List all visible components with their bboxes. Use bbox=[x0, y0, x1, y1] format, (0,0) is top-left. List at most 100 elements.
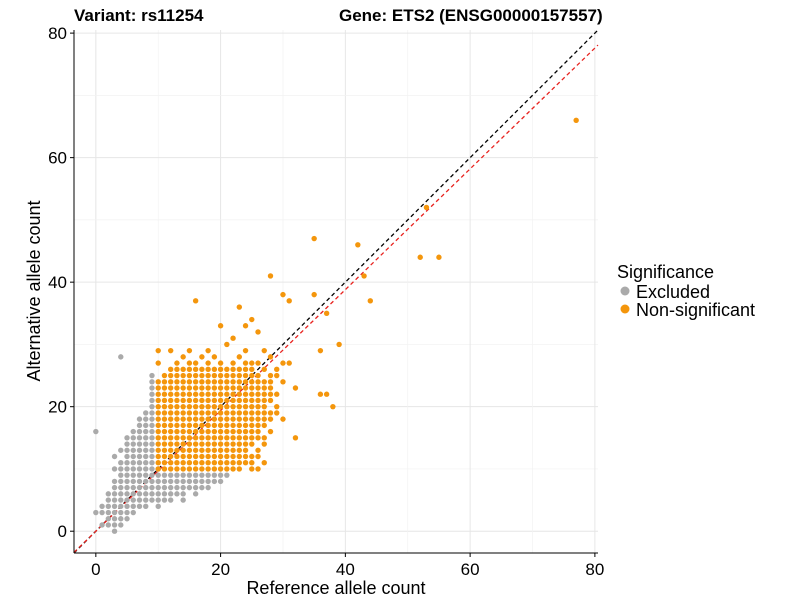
point-non-significant bbox=[242, 397, 249, 404]
point-non-significant bbox=[211, 379, 218, 385]
point-non-significant bbox=[217, 410, 224, 416]
point-excluded bbox=[130, 478, 136, 485]
point-non-significant bbox=[423, 204, 430, 211]
point-non-significant bbox=[249, 397, 255, 404]
point-non-significant bbox=[217, 422, 224, 429]
point-non-significant bbox=[224, 422, 230, 429]
point-non-significant bbox=[199, 403, 205, 410]
point-excluded bbox=[136, 422, 143, 429]
point-non-significant bbox=[224, 403, 230, 410]
point-excluded bbox=[149, 403, 155, 410]
point-non-significant bbox=[155, 460, 161, 466]
point-excluded bbox=[149, 372, 155, 379]
point-non-significant bbox=[249, 466, 255, 472]
point-excluded bbox=[130, 484, 136, 491]
point-non-significant bbox=[161, 460, 168, 466]
point-non-significant bbox=[230, 379, 236, 385]
point-non-significant bbox=[274, 403, 280, 410]
point-excluded bbox=[124, 472, 130, 478]
point-non-significant bbox=[192, 466, 199, 472]
point-excluded bbox=[192, 484, 199, 491]
reference-lines bbox=[73, 29, 599, 554]
point-non-significant bbox=[199, 391, 205, 397]
point-excluded bbox=[118, 491, 124, 497]
point-non-significant bbox=[255, 397, 261, 404]
point-non-significant bbox=[186, 416, 193, 422]
point-excluded bbox=[111, 528, 118, 534]
point-non-significant bbox=[205, 366, 211, 373]
point-non-significant bbox=[286, 360, 292, 366]
point-excluded bbox=[130, 441, 136, 447]
point-non-significant bbox=[323, 391, 330, 397]
point-excluded bbox=[111, 491, 118, 497]
point-non-significant bbox=[199, 397, 205, 404]
point-non-significant bbox=[155, 453, 161, 460]
point-excluded bbox=[149, 447, 155, 453]
point-non-significant bbox=[180, 403, 186, 410]
point-excluded bbox=[136, 466, 143, 472]
point-non-significant bbox=[230, 410, 236, 416]
point-non-significant bbox=[186, 410, 193, 416]
point-non-significant bbox=[155, 385, 161, 391]
point-non-significant bbox=[211, 447, 218, 453]
point-non-significant bbox=[236, 466, 243, 472]
chart-title-left: Variant: rs11254 bbox=[74, 6, 204, 25]
point-non-significant bbox=[180, 354, 186, 360]
point-non-significant bbox=[180, 422, 186, 429]
point-non-significant bbox=[180, 453, 186, 460]
point-non-significant bbox=[255, 403, 261, 410]
point-non-significant bbox=[180, 441, 186, 447]
point-non-significant bbox=[230, 435, 236, 441]
point-non-significant bbox=[249, 316, 255, 323]
point-non-significant bbox=[361, 273, 367, 279]
point-non-significant bbox=[211, 453, 218, 460]
point-excluded bbox=[174, 472, 180, 478]
point-non-significant bbox=[161, 403, 168, 410]
point-excluded bbox=[105, 491, 112, 497]
point-non-significant bbox=[199, 460, 205, 466]
axes bbox=[73, 30, 598, 554]
point-excluded bbox=[124, 509, 130, 516]
point-excluded bbox=[149, 397, 155, 404]
point-non-significant bbox=[249, 416, 255, 422]
point-non-significant bbox=[255, 379, 261, 385]
point-non-significant bbox=[174, 397, 180, 404]
point-non-significant bbox=[224, 372, 230, 379]
point-non-significant bbox=[255, 466, 261, 472]
point-non-significant bbox=[242, 379, 249, 385]
point-excluded bbox=[130, 472, 136, 478]
point-non-significant bbox=[224, 447, 230, 453]
point-non-significant bbox=[224, 460, 230, 466]
point-non-significant bbox=[205, 385, 211, 391]
point-non-significant bbox=[167, 422, 174, 429]
point-excluded bbox=[143, 478, 149, 485]
point-non-significant bbox=[192, 460, 199, 466]
point-excluded bbox=[136, 447, 143, 453]
point-excluded bbox=[174, 491, 180, 497]
point-excluded bbox=[118, 484, 124, 491]
point-non-significant bbox=[167, 416, 174, 422]
point-non-significant bbox=[211, 354, 218, 360]
point-non-significant bbox=[367, 298, 374, 304]
point-non-significant bbox=[217, 416, 224, 422]
point-non-significant bbox=[236, 403, 243, 410]
point-non-significant bbox=[261, 416, 267, 422]
point-excluded bbox=[136, 435, 143, 441]
point-excluded bbox=[167, 484, 174, 491]
point-non-significant bbox=[205, 416, 211, 422]
point-non-significant bbox=[186, 347, 193, 354]
point-excluded bbox=[143, 422, 149, 429]
point-non-significant bbox=[249, 441, 255, 447]
point-non-significant bbox=[280, 360, 286, 366]
point-excluded bbox=[143, 410, 149, 416]
point-non-significant bbox=[236, 453, 243, 460]
point-non-significant bbox=[255, 422, 261, 429]
point-non-significant bbox=[192, 410, 199, 416]
point-excluded bbox=[118, 497, 124, 503]
point-non-significant bbox=[205, 347, 211, 354]
point-non-significant bbox=[186, 403, 193, 410]
point-excluded bbox=[124, 441, 130, 447]
point-non-significant bbox=[217, 428, 224, 435]
point-excluded bbox=[136, 478, 143, 485]
point-non-significant bbox=[242, 447, 249, 453]
